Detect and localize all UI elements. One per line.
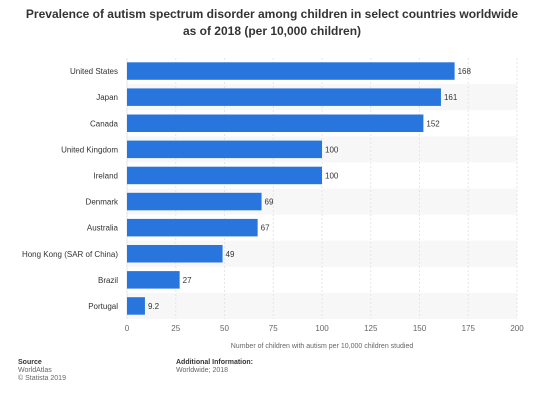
bar-value-label: 100 [325, 145, 339, 154]
x-tick-label: 50 [220, 324, 229, 333]
x-axis-title: Number of children with autism per 10,00… [231, 343, 414, 350]
bar [127, 62, 455, 80]
bar [127, 140, 322, 159]
bar-value-label: 67 [261, 224, 270, 233]
bar-value-label: 69 [265, 198, 274, 207]
source-heading: Source [18, 359, 42, 366]
chart-title-line-1: Prevalence of autism spectrum disorder a… [25, 7, 519, 21]
x-tick-label: 200 [510, 324, 524, 333]
additional-info-text: Worldwide; 2018 [176, 367, 229, 374]
footer-additional-info: Additional Information: Worldwide; 2018 [176, 359, 253, 375]
x-tick-label: 175 [462, 324, 476, 333]
category-label: United States [70, 67, 118, 76]
category-label: Australia [87, 224, 119, 233]
category-label: Japan [96, 93, 118, 102]
bar [127, 88, 441, 106]
category-label: Hong Kong (SAR of China) [22, 250, 118, 259]
value-labels: 168 161 152 100 100 69 67 49 27 9.2 [148, 67, 472, 311]
x-tick-label: 150 [413, 324, 427, 333]
x-tick-label: 125 [364, 324, 378, 333]
category-label: Brazil [98, 276, 118, 285]
x-tick-label: 75 [269, 324, 278, 333]
bars [127, 62, 455, 315]
category-label: Denmark [86, 198, 119, 207]
category-labels: United States Japan Canada United Kingdom Ir… [22, 67, 119, 311]
x-axis-ticks: 0 25 50 75 100 125 150 175 200 [125, 324, 524, 333]
bar [127, 271, 180, 289]
chart-title-line-2: as of 2018 (per 10,000 children) [182, 24, 362, 38]
chart-title: Prevalence of autism spectrum disorder a… [20, 6, 524, 40]
footer-source: Source WorldAtlas © Statista 2019 [18, 359, 66, 383]
bar [127, 114, 424, 132]
bar [127, 192, 262, 211]
bar [127, 297, 145, 315]
category-label: Portugal [88, 302, 118, 311]
bar-value-label: 9.2 [148, 302, 160, 311]
bar-value-label: 27 [183, 276, 192, 285]
bar [127, 245, 223, 263]
bar [127, 166, 322, 185]
category-label: United Kingdom [61, 145, 118, 154]
bar-value-label: 152 [426, 119, 440, 128]
source-name: WorldAtlas [18, 367, 52, 374]
bar-value-label: 168 [458, 67, 472, 76]
bar-value-label: 161 [444, 93, 458, 102]
bar [127, 218, 258, 237]
copyright-text: © Statista 2019 [18, 375, 66, 382]
category-label: Canada [90, 119, 119, 128]
x-tick-label: 0 [125, 324, 130, 333]
x-tick-label: 100 [315, 324, 329, 333]
bar-value-label: 49 [226, 250, 235, 259]
bar-chart: 168 161 152 100 100 69 67 49 27 9.2 United States… [22, 58, 524, 350]
bar-value-label: 100 [325, 171, 339, 180]
category-label: Ireland [94, 171, 118, 180]
additional-info-heading: Additional Information: [176, 359, 253, 366]
x-tick-label: 25 [171, 324, 180, 333]
